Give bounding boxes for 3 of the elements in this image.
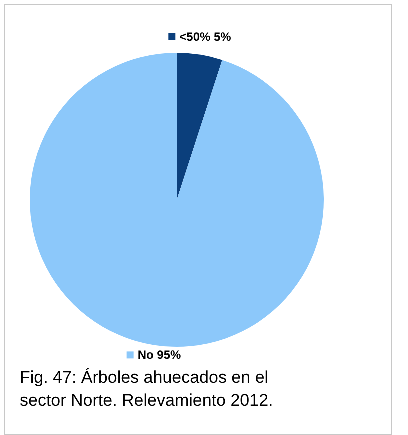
legend-label: No 95%: [138, 348, 182, 362]
caption: Fig. 47: Árboles ahuecados en el sector Norte. Relevamiento 2012.: [20, 368, 274, 410]
legend-label: <50% 5%: [180, 30, 232, 44]
